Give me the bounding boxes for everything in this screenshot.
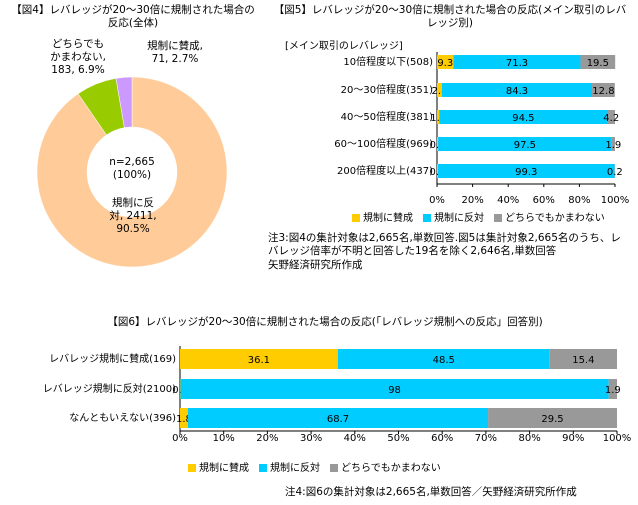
y-tick-label: 20～30倍程度(351) [341,83,433,96]
legend-swatch [423,214,431,222]
data-label: 1.3 [430,113,446,124]
data-label: 4.2 [603,113,619,124]
data-label: 98 [388,385,401,396]
chart-title: 【図4】レバレッジが20～30倍に規制された場合の反応(全体) [11,4,255,29]
y-axis-title: [メイン取引のレバレッジ] [285,40,403,52]
data-label: 48.5 [433,355,455,366]
bar-segment [187,408,489,428]
data-label: 29.5 [541,414,563,425]
bar-segment [453,55,581,69]
bar-segment [437,55,454,69]
donut-slice [115,76,133,128]
y-tick-label: なんともいえない(396) [69,412,176,424]
legend-label: どちらでもかまわない [505,212,605,224]
data-label: 9.3 [437,58,453,69]
x-tick-label: 80% [568,195,590,206]
x-tick-label: 10% [213,433,235,444]
x-tick-label: 0% [172,433,188,444]
legend-swatch [494,214,502,222]
x-tick-label: 20% [256,433,278,444]
chart-title: 【図5】レバレッジが20～30倍に規制された場合の反応(メイン取引のレバレッジ別… [273,4,627,29]
bar-segment [437,110,440,124]
data-label: 1.9 [605,385,621,396]
x-tick-label: 80% [518,433,540,444]
data-label: 36.1 [248,355,270,366]
legend-swatch [259,464,267,472]
x-tick-label: 100% [601,195,630,206]
bar-segment [488,408,617,428]
legend-label: 規制に賛成 [363,211,413,224]
slice-label: 規制に反対, 2411, 90.5% [109,197,157,235]
y-tick-label: 60～100倍程度(969) [334,137,433,150]
data-label: 0.5 [429,167,445,178]
x-tick-label: 60% [533,195,555,206]
x-tick-label: 40% [497,195,519,206]
legend-swatch [352,214,360,222]
bar-segment [611,137,615,151]
data-label: 0.6 [430,140,446,151]
chart-title: 【図6】レバレッジが20～30倍に規制された場合の反応(「レバレッジ規制への反応… [107,316,543,328]
data-label: 0.1 [172,385,188,396]
data-label: 19.5 [587,58,609,69]
center-label: n=2,665 (100%) [109,156,155,181]
data-label: 12.8 [592,86,614,97]
bar-segment [180,349,338,369]
bar-segment [437,137,439,151]
slice-label: どちらでもかまわない, 183, 6.9% [50,38,106,76]
x-tick-label: 40% [344,433,366,444]
x-tick-label: 0% [429,195,445,206]
data-label: 15.4 [572,355,594,366]
x-tick-label: 70% [475,433,497,444]
bar-segment [180,379,609,399]
legend-label: 規制に反対 [270,461,320,474]
bar-segment [580,55,616,69]
note: 注3:図4の集計対象は2,665名,単数回答.図5は集計対象2,665名のうち、… [268,232,621,257]
x-tick-label: 100% [603,433,632,444]
x-tick-label: 60% [431,433,453,444]
legend-label: 規制に賛成 [199,461,249,474]
bar-segment [439,110,608,124]
x-tick-label: 30% [300,433,322,444]
y-tick-label: レバレッジ規制に賛成(169) [49,352,176,365]
note: 注4:図6の集計対象は2,665名,単数回答／矢野経済研究所作成 [285,486,577,498]
data-label: 1.9 [605,140,621,151]
bar-segment [592,83,615,97]
legend-swatch [330,464,338,472]
bar-segment [437,164,438,178]
x-tick-label: 50% [387,433,409,444]
bar-segment [437,164,615,178]
data-label: 68.7 [327,414,349,425]
data-label: 99.3 [515,167,537,178]
note: 矢野経済研究所作成 [268,259,363,271]
data-label: 2.8 [432,86,448,97]
data-label: 71.3 [506,58,528,69]
legend-label: 規制に反対 [434,211,484,224]
bar-segment [608,379,617,399]
bar-segment [180,408,188,428]
donut-slice [36,76,228,268]
x-tick-label: 90% [562,433,584,444]
y-tick-label: 40～50倍程度(381) [341,110,433,123]
y-tick-label: 10倍程度以下(508) [343,55,433,68]
data-label: 0.2 [607,167,623,178]
y-tick-label: 200倍程度以上(437) [337,164,433,177]
bar-segment [438,137,612,151]
bar-segment [607,110,615,124]
bar-segment [337,349,550,369]
legend-label: どちらでもかまわない [341,462,441,474]
data-label: 1.8 [176,414,192,425]
bar-segment [441,83,593,97]
y-tick-label: レバレッジ規制に反対(2100) [43,382,176,395]
data-label: 94.5 [512,113,534,124]
data-label: 84.3 [506,86,528,97]
data-label: 97.5 [514,140,536,151]
bar-segment [437,83,442,97]
slice-label: 規制に賛成, 71, 2.7% [147,40,203,65]
legend-swatch [188,464,196,472]
x-tick-label: 20% [461,195,483,206]
bar-segment [549,349,617,369]
